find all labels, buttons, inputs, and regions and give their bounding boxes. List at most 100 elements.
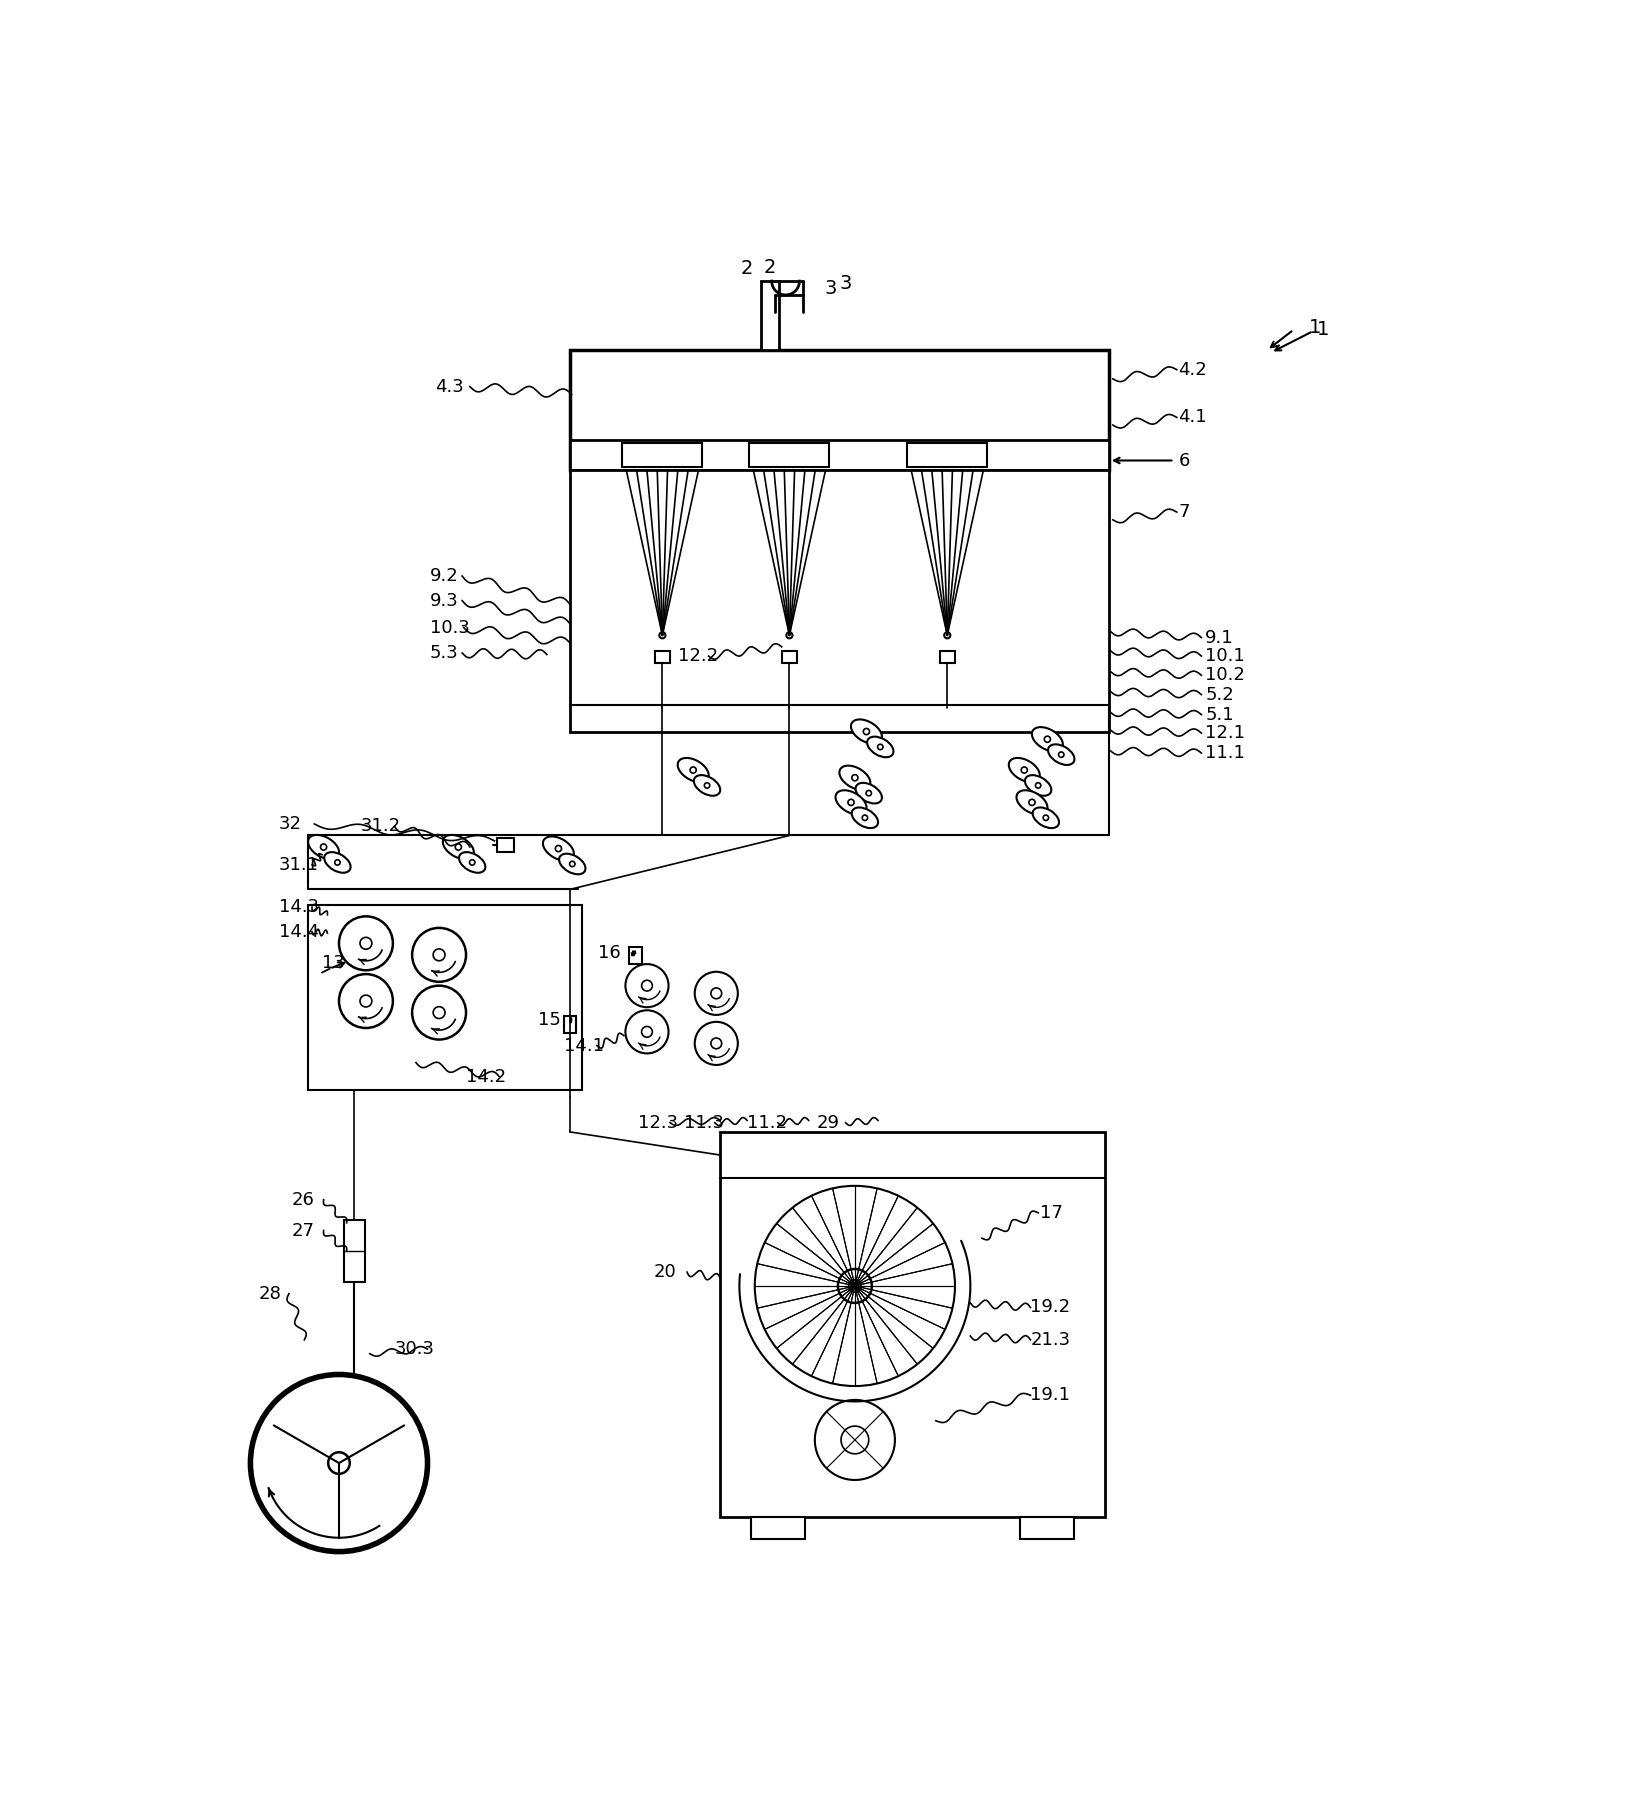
Circle shape: [814, 1400, 894, 1481]
Ellipse shape: [836, 791, 867, 814]
Circle shape: [432, 949, 446, 961]
Text: 10.3: 10.3: [429, 618, 470, 636]
Text: 31.2: 31.2: [361, 818, 401, 836]
Circle shape: [1059, 751, 1064, 757]
Text: 1: 1: [1317, 320, 1328, 340]
Text: 31.1: 31.1: [279, 855, 318, 873]
Circle shape: [413, 985, 467, 1039]
Text: 6: 6: [1178, 451, 1190, 469]
Ellipse shape: [442, 836, 473, 859]
Text: 30.3: 30.3: [395, 1341, 434, 1359]
Bar: [749, 442, 829, 467]
Circle shape: [1022, 767, 1028, 773]
Text: 26: 26: [290, 1191, 313, 1209]
Ellipse shape: [1033, 807, 1059, 828]
Text: 10.1: 10.1: [1204, 647, 1245, 665]
Ellipse shape: [867, 737, 893, 757]
Text: 13: 13: [322, 954, 344, 972]
Text: 4.2: 4.2: [1178, 361, 1208, 379]
Bar: [570, 469, 1110, 731]
Ellipse shape: [1017, 791, 1048, 814]
Circle shape: [1044, 737, 1051, 742]
Circle shape: [705, 783, 710, 789]
Text: 5.2: 5.2: [1204, 686, 1234, 704]
Text: 3: 3: [824, 279, 837, 298]
Bar: [751, 1517, 805, 1538]
Bar: [1020, 1517, 1074, 1538]
Bar: [570, 440, 1110, 469]
Text: 7: 7: [1178, 503, 1190, 521]
Text: 2: 2: [764, 257, 777, 277]
Text: 19.2: 19.2: [1030, 1299, 1071, 1317]
Circle shape: [432, 1006, 446, 1019]
Text: 29: 29: [816, 1114, 839, 1132]
Circle shape: [361, 996, 372, 1006]
Text: 11.1: 11.1: [1204, 744, 1245, 762]
Text: 32: 32: [279, 816, 302, 834]
Bar: [496, 837, 514, 852]
Text: 9.2: 9.2: [429, 568, 459, 586]
Text: 4.3: 4.3: [436, 377, 463, 395]
Ellipse shape: [325, 852, 351, 873]
Ellipse shape: [560, 854, 586, 875]
Circle shape: [320, 845, 326, 850]
Text: 9.1: 9.1: [1204, 629, 1234, 647]
Bar: [720, 1132, 1105, 1517]
Circle shape: [455, 845, 462, 850]
Text: 15: 15: [537, 1012, 560, 1030]
Text: 17: 17: [1040, 1204, 1062, 1222]
Ellipse shape: [308, 836, 339, 859]
Text: 21.3: 21.3: [1030, 1332, 1071, 1350]
Text: 27: 27: [290, 1222, 315, 1240]
Circle shape: [840, 1427, 868, 1454]
Text: 28: 28: [258, 1285, 281, 1303]
Circle shape: [641, 979, 653, 990]
Text: 19.1: 19.1: [1030, 1385, 1071, 1403]
Circle shape: [852, 775, 858, 782]
Text: 2: 2: [741, 259, 754, 277]
Circle shape: [339, 974, 393, 1028]
Ellipse shape: [459, 852, 485, 873]
Text: 14.2: 14.2: [467, 1067, 506, 1085]
Circle shape: [1035, 783, 1041, 789]
Circle shape: [690, 767, 697, 773]
Ellipse shape: [839, 766, 870, 791]
Circle shape: [413, 927, 467, 981]
Circle shape: [335, 859, 339, 864]
Circle shape: [470, 859, 475, 864]
Bar: [563, 1017, 576, 1033]
Ellipse shape: [1048, 744, 1074, 766]
Circle shape: [361, 938, 372, 949]
Circle shape: [1043, 816, 1048, 821]
Bar: [940, 651, 955, 663]
Circle shape: [712, 1039, 721, 1049]
Circle shape: [712, 988, 721, 999]
Text: 14.4: 14.4: [279, 922, 318, 942]
Bar: [782, 651, 796, 663]
Text: 10.2: 10.2: [1204, 667, 1245, 685]
Ellipse shape: [852, 807, 878, 828]
Ellipse shape: [543, 836, 574, 861]
Ellipse shape: [677, 758, 708, 782]
Bar: [308, 906, 581, 1089]
Circle shape: [659, 633, 666, 638]
Circle shape: [754, 1186, 955, 1385]
Bar: [654, 651, 671, 663]
Text: 3: 3: [839, 273, 852, 293]
Bar: [344, 1220, 366, 1281]
Circle shape: [863, 728, 870, 735]
Text: 14.3: 14.3: [279, 898, 318, 916]
Text: 12.2: 12.2: [677, 647, 718, 665]
Circle shape: [878, 744, 883, 749]
Circle shape: [787, 633, 793, 638]
Circle shape: [250, 1375, 428, 1551]
Text: 14.1: 14.1: [563, 1037, 604, 1055]
Ellipse shape: [1009, 758, 1040, 782]
Circle shape: [837, 1269, 871, 1303]
Circle shape: [849, 1279, 862, 1292]
Circle shape: [625, 963, 669, 1006]
Circle shape: [339, 916, 393, 970]
Ellipse shape: [1025, 775, 1051, 796]
Text: 5.1: 5.1: [1204, 706, 1234, 724]
Circle shape: [945, 633, 950, 638]
